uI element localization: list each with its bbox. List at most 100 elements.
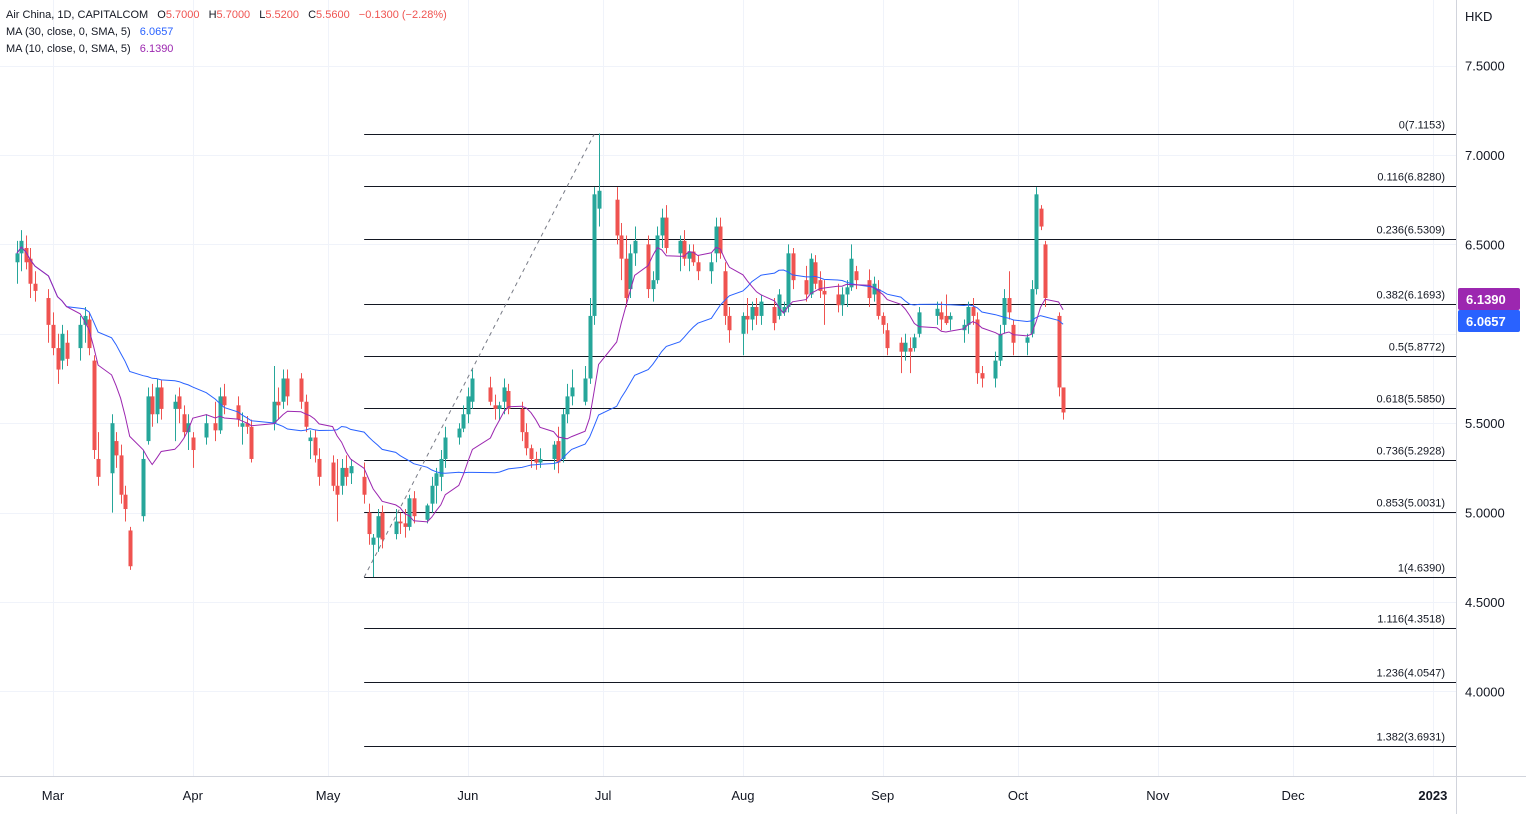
candle-body <box>628 253 633 290</box>
candle-body <box>782 306 787 313</box>
x-tick-label: Apr <box>183 788 204 803</box>
candle-body <box>998 333 1003 361</box>
candle-body <box>786 253 791 307</box>
grid-lines <box>0 0 1456 776</box>
candle-body <box>759 301 764 316</box>
candle-body <box>65 342 70 359</box>
y-tick-label: 5.5000 <box>1465 416 1505 431</box>
candle-body <box>213 423 218 431</box>
x-tick-label: Sep <box>871 788 894 803</box>
candle-body <box>822 290 827 295</box>
candle-body <box>430 485 435 504</box>
candle-body <box>186 423 191 433</box>
candle-body <box>331 462 336 486</box>
x-tick-label: May <box>316 788 341 803</box>
candle-body <box>371 537 376 545</box>
candle-body <box>615 199 620 236</box>
candle-body <box>561 414 566 459</box>
candle-body <box>83 315 88 325</box>
candle-body <box>727 315 732 331</box>
fib-level-label: 0.5(5.8772) <box>1389 342 1445 354</box>
candle-body <box>245 423 250 427</box>
fib-level-label: 1(4.6390) <box>1398 563 1445 575</box>
ma30-line <box>16 246 1064 474</box>
candle-body <box>218 396 223 431</box>
candle-body <box>78 324 83 349</box>
price-tag: 6.1390 <box>1458 288 1520 310</box>
candle-body <box>714 226 719 254</box>
candle-body <box>46 298 51 325</box>
candle-body <box>466 396 471 415</box>
candle-body <box>1061 387 1066 413</box>
candle-body <box>845 287 850 295</box>
candle-body <box>885 330 890 349</box>
moving-averages <box>16 246 1064 523</box>
candle-body <box>150 396 155 415</box>
candle-body <box>398 521 403 524</box>
candle-body <box>948 315 953 320</box>
candle-body <box>317 458 322 477</box>
candle-body <box>249 426 254 459</box>
candle-body <box>633 240 638 254</box>
y-tick-label: 7.0000 <box>1465 148 1505 163</box>
candle-body <box>691 251 696 263</box>
candle-body <box>15 253 20 263</box>
candle-body <box>565 396 570 415</box>
candle-body <box>556 441 561 463</box>
x-tick-label: Aug <box>731 788 754 803</box>
candle-body <box>804 280 809 295</box>
fib-trend-line[interactable] <box>363 134 595 578</box>
candle-body <box>980 373 985 379</box>
candle-body <box>836 294 841 306</box>
candle-body <box>597 190 602 209</box>
candle-body <box>335 485 340 495</box>
y-tick-label: 7.5000 <box>1465 59 1505 74</box>
candle-body <box>723 271 728 316</box>
legend-low-label: L <box>259 9 266 21</box>
legend-ma30[interactable]: MA (30, close, 0, SMA, 5) 6.0657 <box>6 24 447 41</box>
fib-retracement[interactable]: 0(7.1153) 0.116(6.8280) 0.236(6.5309) 0.382… <box>364 120 1456 747</box>
candle-body <box>349 466 354 474</box>
candle-body <box>750 306 755 320</box>
legend-high-value: 5.7000 <box>216 9 251 21</box>
candle-body <box>488 387 493 402</box>
candle-body <box>971 306 976 316</box>
candle-body <box>434 473 439 486</box>
price-axis[interactable]: HKD 4.0000 4.5000 5.0000 5.5000 6.5000 7.0000 7… <box>1456 0 1505 814</box>
fib-level-label: 0.236(6.5309) <box>1377 225 1446 237</box>
candle-body <box>51 324 56 349</box>
candle-body <box>159 387 164 409</box>
candle-body <box>110 423 115 474</box>
candle-body <box>96 458 101 477</box>
candle-body <box>529 448 534 459</box>
time-axis[interactable]: Mar Apr May Jun Jul Aug Sep Oct Nov Dec 2023 <box>0 776 1526 804</box>
legend-ma10[interactable]: MA (10, close, 0, SMA, 5) 6.1390 <box>6 41 447 58</box>
candle-body <box>520 408 525 433</box>
candle-body <box>660 217 665 236</box>
candle-body <box>394 521 399 535</box>
candle-body <box>1025 337 1030 343</box>
legend-change: −0.1300 (−2.28%) <box>358 9 447 21</box>
candle-body <box>443 437 448 459</box>
candle-body <box>376 516 381 538</box>
candle-body <box>849 258 854 288</box>
candle-body <box>340 467 345 486</box>
candle-body <box>624 258 629 299</box>
candle-body <box>1039 208 1044 227</box>
fib-level-label: 0.116(6.8280) <box>1377 172 1445 184</box>
candle-body <box>407 498 412 527</box>
legend-ma30-label: MA (30, close, 0, SMA, 5) <box>6 26 131 38</box>
candle-body <box>813 262 818 284</box>
candle-body <box>204 423 209 438</box>
candle-body <box>534 458 539 463</box>
candle-body <box>651 280 656 290</box>
candle-body <box>1043 244 1048 299</box>
y-tick-label: 6.5000 <box>1465 237 1505 252</box>
x-tick-label: Jul <box>595 788 612 803</box>
legend-ma10-value: 6.1390 <box>139 43 174 55</box>
fib-trend-dashed-line <box>363 134 595 578</box>
legend-open-label: O <box>157 9 166 21</box>
candle-body <box>146 396 151 442</box>
candle-body <box>696 262 701 272</box>
